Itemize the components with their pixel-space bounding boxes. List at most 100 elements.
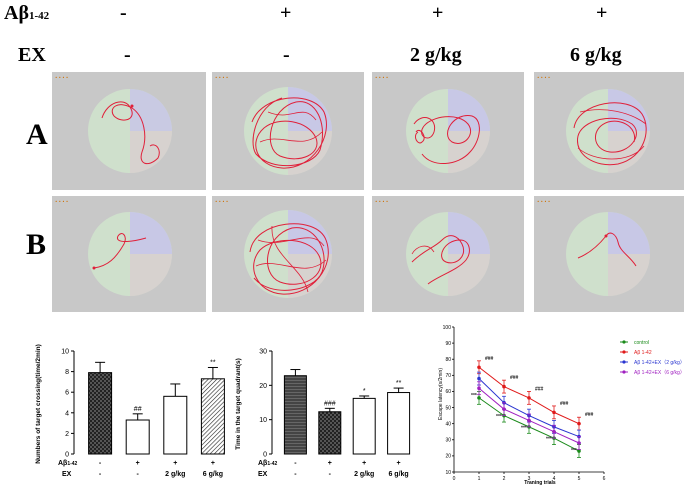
y-tick-label: 30 <box>445 438 451 444</box>
y-tick-label: 8 <box>65 369 69 376</box>
chart3-xlabel: Traning trials <box>524 480 556 486</box>
y-tick-label: 60 <box>445 389 451 395</box>
hash-mark: ### <box>485 356 494 362</box>
chart2-ylabel: Time in the target quadrant(s) <box>235 358 242 450</box>
y-tick-label: 20 <box>445 454 451 460</box>
maze-panel-a3: • • • • <box>372 72 524 190</box>
row-label-a: A <box>26 118 48 151</box>
significance-mark: ** <box>210 359 216 366</box>
ex-value-4: 6 g/kg <box>570 44 622 66</box>
bar-2 <box>125 419 150 455</box>
chart2-xrow2-label: EX <box>258 471 268 478</box>
x-label-ex: - <box>137 471 140 478</box>
legend-label: Aβ 1-42+EX（6 g/kg） <box>634 370 685 376</box>
chart1-xrow1-label: Aβ1-42 <box>58 460 78 467</box>
y-tick-label: 10 <box>259 417 267 424</box>
series-point <box>552 429 556 434</box>
maze-panel-b1: • • • • <box>52 196 206 312</box>
legend-marker <box>622 360 626 364</box>
y-tick-label: 40 <box>445 421 451 427</box>
hash-mark: ### <box>510 375 519 381</box>
bar-4 <box>387 392 411 455</box>
star-mark: *** <box>546 437 552 443</box>
series-point <box>577 441 581 445</box>
y-tick-label: 80 <box>445 357 451 363</box>
hash-mark: ### <box>535 386 544 392</box>
y-tick-label: 100 <box>443 325 452 331</box>
y-tick-label: 30 <box>259 349 267 356</box>
series-point <box>577 421 581 426</box>
y-tick-label: 0 <box>65 452 69 459</box>
maze-panel-b2: • • • • <box>212 196 364 312</box>
significance-mark: * <box>363 388 366 395</box>
significance-mark: ** <box>396 380 402 387</box>
y-tick-label: 4 <box>65 410 69 417</box>
series-point <box>527 418 531 423</box>
series-point <box>477 396 481 400</box>
x-tick-label: 5 <box>578 476 581 482</box>
series-point <box>477 376 481 381</box>
series-point <box>502 384 506 389</box>
significance-mark: ## <box>134 406 142 413</box>
x-label-abeta: + <box>362 460 366 467</box>
y-tick-label: 20 <box>259 383 267 390</box>
x-tick-label: 0 <box>453 476 456 482</box>
abeta-value-1: - <box>120 2 127 24</box>
x-label-ex: - <box>99 471 102 478</box>
x-label-ex: 6 g/kg <box>203 471 223 478</box>
x-tick-label: 4 <box>553 476 556 482</box>
x-label-ex: 2 g/kg <box>354 471 374 478</box>
maze-panel-b3: • • • • <box>372 196 524 312</box>
star-mark: *** <box>571 448 577 454</box>
star-mark: *** <box>496 414 502 420</box>
chart3-ylabel: Escape latency(s/2min) <box>438 368 444 420</box>
hash-mark: ### <box>585 412 594 418</box>
chart1-ylabel: Numbers of target crossing(time/2min) <box>35 344 42 464</box>
x-label-abeta: + <box>211 460 215 467</box>
y-tick-label: 2 <box>65 431 69 438</box>
series-point <box>477 365 481 370</box>
target-quadrant-bar-chart: Time in the target quadrant(s) 0 10 20 30 #… <box>235 349 411 478</box>
maze-panel-a4: • • • • <box>534 72 684 190</box>
x-label-abeta: + <box>397 460 401 467</box>
row-label-b: B <box>26 228 47 261</box>
x-label-ex: 6 g/kg <box>388 471 408 478</box>
x-label-abeta: + <box>328 460 332 467</box>
bar-2 <box>318 411 342 455</box>
abeta-value-3: + <box>432 2 444 24</box>
significance-mark: ### <box>324 400 336 407</box>
maze-panel-b4: • • • • <box>534 196 684 312</box>
maze-panel-a2: • • • • <box>212 72 364 190</box>
maze-panel-a1: • • • • <box>52 72 206 190</box>
bar-3 <box>163 395 188 455</box>
y-tick-label: 10 <box>61 349 69 356</box>
y-tick-label: 0 <box>263 452 267 459</box>
legend-marker <box>622 340 626 344</box>
x-tick-label: 6 <box>603 476 606 482</box>
x-tick-label: 2 <box>503 476 506 482</box>
series-point <box>502 407 506 411</box>
legend-marker <box>622 370 626 374</box>
y-tick-label: 10 <box>445 470 451 476</box>
legend-label: Aβ 1-42+EX（2 g/kg） <box>634 360 685 366</box>
y-tick-label: 70 <box>445 373 451 379</box>
ex-value-2: - <box>283 44 290 66</box>
abeta-row-label: Aβ1-42 <box>4 2 50 24</box>
hash-mark: ### <box>560 401 569 407</box>
star-mark: *** <box>521 425 527 431</box>
x-label-ex: - <box>294 471 297 478</box>
series-point <box>577 449 581 453</box>
x-label-abeta: + <box>173 460 177 467</box>
legend-marker <box>622 350 626 354</box>
series-point <box>527 396 531 400</box>
chart1-xrow2-label: EX <box>62 471 72 478</box>
ex-row-label: EX <box>18 44 46 66</box>
target-crossing-bar-chart: Numbers of target crossing(time/2min) 0 2… <box>35 344 225 478</box>
y-tick-label: 6 <box>65 390 69 397</box>
x-label-abeta: + <box>136 460 140 467</box>
series-point <box>552 410 556 415</box>
series-point <box>477 386 481 391</box>
abeta-value-2: + <box>280 2 292 24</box>
ex-value-3: 2 g/kg <box>410 44 462 66</box>
